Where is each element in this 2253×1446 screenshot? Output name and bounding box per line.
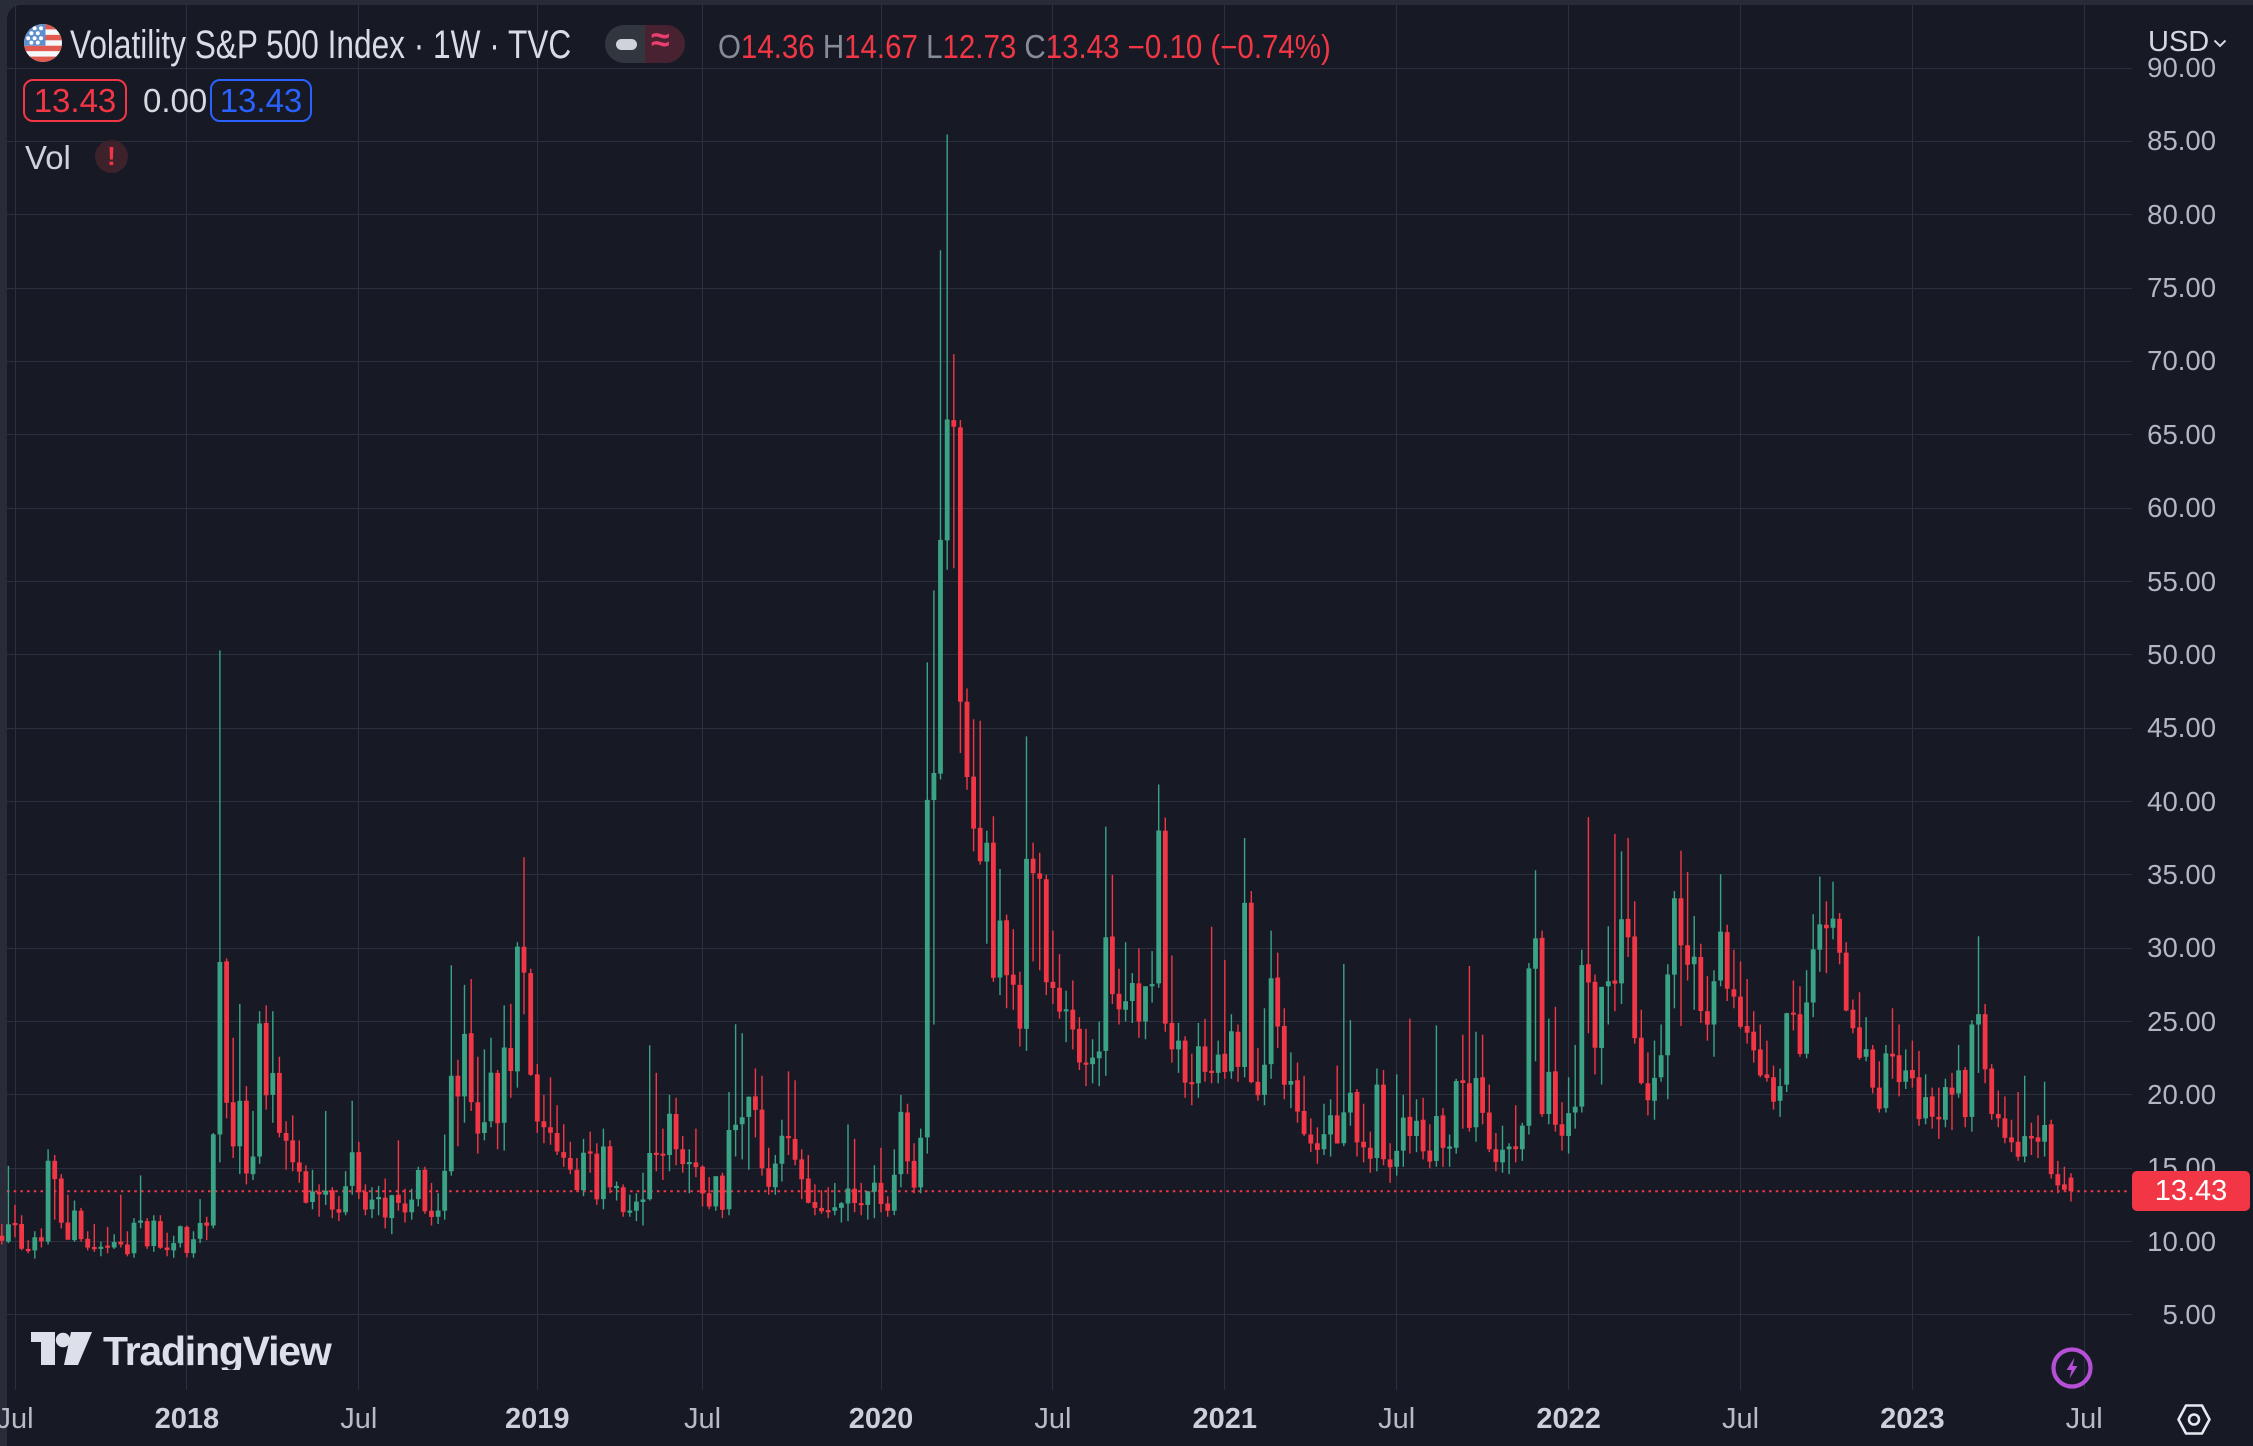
svg-text:TradingView: TradingView (103, 1330, 332, 1370)
